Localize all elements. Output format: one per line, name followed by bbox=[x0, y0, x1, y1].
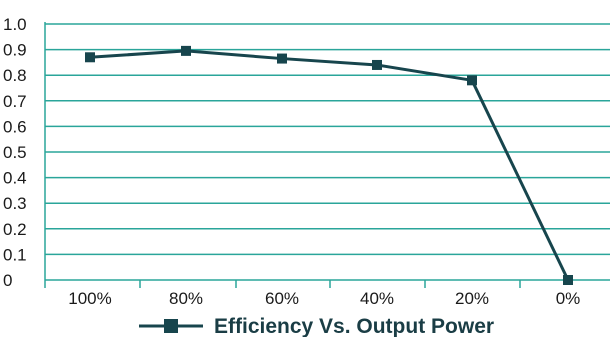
data-point-1 bbox=[181, 45, 191, 56]
y-tick-label: 0.8 bbox=[3, 66, 27, 85]
axes bbox=[44, 22, 610, 288]
y-tick-label: 0 bbox=[3, 271, 12, 290]
legend-label: Efficiency Vs. Output Power bbox=[214, 315, 494, 337]
y-tick-labels: 0 0.1 0.2 0.3 0.4 0.5 0.6 0.7 0.8 0.9 1.0 bbox=[3, 15, 27, 290]
data-point-0 bbox=[85, 52, 95, 63]
x-tick-label: 0% bbox=[556, 289, 581, 308]
y-tick-label: 0.5 bbox=[3, 143, 27, 162]
data-point-2 bbox=[277, 53, 287, 64]
x-tick-label: 60% bbox=[265, 289, 299, 308]
x-tick-label: 40% bbox=[360, 289, 394, 308]
x-tick-labels: 100% 80% 60% 40% 20% 0% bbox=[68, 289, 580, 308]
x-tick-label: 20% bbox=[455, 289, 489, 308]
data-point-4 bbox=[467, 75, 477, 86]
grid-lines bbox=[45, 23, 610, 256]
data-point-3 bbox=[372, 59, 382, 70]
y-tick-label: 0.6 bbox=[3, 117, 27, 136]
y-tick-label: 0.3 bbox=[3, 194, 27, 213]
series-group bbox=[85, 45, 573, 285]
x-tick-label: 80% bbox=[169, 289, 203, 308]
y-tick-label: 0.7 bbox=[3, 92, 27, 111]
series-line bbox=[89, 49, 570, 281]
y-tick-label: 0.1 bbox=[3, 245, 27, 264]
x-tick-label: 100% bbox=[68, 289, 111, 308]
legend-square-marker bbox=[164, 319, 178, 333]
y-tick-label: 1.0 bbox=[3, 15, 27, 34]
y-tick-label: 0.9 bbox=[3, 41, 27, 60]
y-tick-label: 0.4 bbox=[3, 169, 27, 188]
data-point-5 bbox=[563, 275, 573, 285]
y-tick-label: 0.2 bbox=[3, 220, 27, 239]
legend: Efficiency Vs. Output Power bbox=[139, 315, 494, 337]
